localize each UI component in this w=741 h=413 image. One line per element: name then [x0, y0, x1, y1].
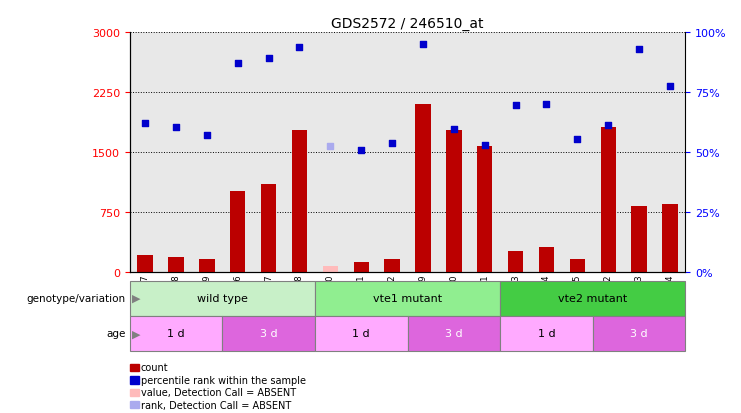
Bar [500, 316, 593, 351]
Bar [315, 281, 500, 316]
Text: ▶: ▶ [132, 328, 140, 339]
Bar [322, 266, 338, 273]
Point [571, 137, 583, 143]
Bar [600, 127, 616, 273]
Bar [261, 185, 276, 273]
Bar [500, 281, 685, 316]
Bar [570, 259, 585, 273]
Point [479, 142, 491, 149]
Text: 1 d: 1 d [538, 328, 555, 339]
Point [356, 147, 368, 154]
Bar [315, 316, 408, 351]
Text: genotype/variation: genotype/variation [27, 293, 126, 304]
Point [386, 140, 398, 147]
Point [510, 102, 522, 109]
Text: value, Detection Call = ABSENT: value, Detection Call = ABSENT [141, 387, 296, 397]
Bar [508, 251, 523, 273]
Bar [222, 316, 315, 351]
Text: age: age [107, 328, 126, 339]
Bar [408, 316, 500, 351]
Bar [353, 262, 369, 273]
Text: 3 d: 3 d [631, 328, 648, 339]
Bar [539, 248, 554, 273]
Text: 3 d: 3 d [445, 328, 462, 339]
Point [602, 122, 614, 129]
Bar [168, 257, 184, 273]
Text: ▶: ▶ [132, 293, 140, 304]
Bar [385, 260, 400, 273]
Bar [593, 316, 685, 351]
Point [448, 126, 459, 133]
Bar [230, 191, 245, 273]
Bar [199, 259, 215, 273]
Point [262, 55, 274, 62]
Text: vte2 mutant: vte2 mutant [558, 293, 628, 304]
Bar [292, 131, 308, 273]
Text: 3 d: 3 d [260, 328, 277, 339]
Point [293, 44, 305, 51]
Point [232, 60, 244, 66]
Text: count: count [141, 363, 168, 373]
Point [633, 47, 645, 53]
Bar [415, 105, 431, 273]
Title: GDS2572 / 246510_at: GDS2572 / 246510_at [331, 17, 484, 31]
Text: percentile rank within the sample: percentile rank within the sample [141, 375, 306, 385]
Point [139, 120, 151, 126]
Point [170, 125, 182, 131]
Text: 1 d: 1 d [353, 328, 370, 339]
Bar [130, 281, 315, 316]
Bar [631, 206, 647, 273]
Point [541, 102, 553, 108]
Text: wild type: wild type [197, 293, 247, 304]
Text: vte1 mutant: vte1 mutant [373, 293, 442, 304]
Point [325, 143, 336, 150]
Bar [137, 255, 153, 273]
Bar [130, 316, 222, 351]
Bar [446, 131, 462, 273]
Point [664, 83, 676, 90]
Bar [662, 205, 678, 273]
Text: 1 d: 1 d [167, 328, 185, 339]
Point [201, 132, 213, 138]
Bar [477, 147, 493, 273]
Text: rank, Detection Call = ABSENT: rank, Detection Call = ABSENT [141, 400, 291, 410]
Point [417, 42, 429, 48]
